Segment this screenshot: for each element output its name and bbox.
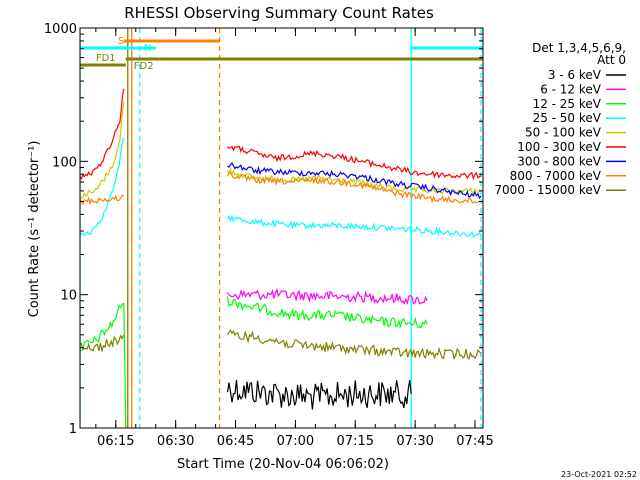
y-tick-label: 100	[52, 155, 77, 170]
legend-header-detectors: Det 1,3,4,5,6,9,	[532, 41, 626, 55]
x-tick-label: 06:15	[97, 434, 134, 449]
x-tick-label: 06:45	[217, 434, 254, 449]
y-tick-label: 1000	[44, 22, 77, 37]
series-line-800-7000-seg1	[226, 171, 482, 204]
y-axis-label: Count Rate (s⁻¹ detector⁻¹)	[27, 141, 42, 318]
legend-entry-label: 6 - 12 keV	[540, 82, 602, 96]
series-line-25-50-seg0	[80, 137, 125, 237]
x-axis-label: Start Time (20-Nov-04 06:06:02)	[177, 457, 389, 472]
series-line-12-25-seg1	[226, 296, 428, 329]
legend-entry-label: 7000 - 15000 keV	[494, 183, 601, 197]
x-tick-label: 07:45	[456, 434, 493, 449]
series-line-800-7000-seg0	[80, 194, 125, 206]
series-line-12-25-seg0	[80, 302, 127, 428]
chart-title: RHESSI Observing Summary Count Rates	[124, 4, 434, 22]
y-tick-label: 10	[60, 289, 77, 304]
x-tick-label: 06:30	[157, 434, 194, 449]
series-line-25-50-seg1	[226, 214, 482, 239]
series-line-100-300-seg0	[80, 88, 125, 181]
x-tick-label: 07:00	[277, 434, 314, 449]
series-line-7000-15000-seg1	[227, 328, 482, 361]
series-line-6-12-seg0	[226, 287, 428, 306]
flag-label-fd1: FD1	[96, 53, 116, 64]
flag-label-fd2: FD2	[134, 61, 154, 72]
legend-entry-label: 12 - 25 keV	[533, 97, 602, 111]
timestamp-label: 23-Oct-2021 02:52	[561, 470, 637, 479]
series-line-50-100-seg1	[226, 167, 482, 196]
legend-entry-label: 100 - 300 keV	[517, 140, 601, 154]
legend-entry-label: 3 - 6 keV	[548, 68, 602, 82]
series-line-3-6-seg0	[226, 379, 412, 410]
legend-entry-label: 800 - 7000 keV	[510, 169, 602, 183]
series-line-100-300-seg1	[227, 145, 482, 181]
series-line-300-800-seg0	[227, 161, 482, 200]
flag-label-s: S	[118, 36, 124, 47]
legend-entry-label: 300 - 800 keV	[517, 154, 601, 168]
legend-entry-label: 25 - 50 keV	[533, 111, 602, 125]
legend-entry-label: 50 - 100 keV	[525, 126, 602, 140]
x-tick-label: 07:15	[337, 434, 374, 449]
y-tick-label: 1	[69, 422, 77, 437]
series-line-50-100-seg0	[80, 101, 125, 199]
series-line-7000-15000-seg0	[80, 334, 125, 353]
plot-frame	[79, 27, 484, 429]
legend-header-attenuator: Att 0	[597, 53, 626, 67]
x-tick-label: 07:30	[396, 434, 433, 449]
flag-label-n: N	[144, 43, 151, 54]
